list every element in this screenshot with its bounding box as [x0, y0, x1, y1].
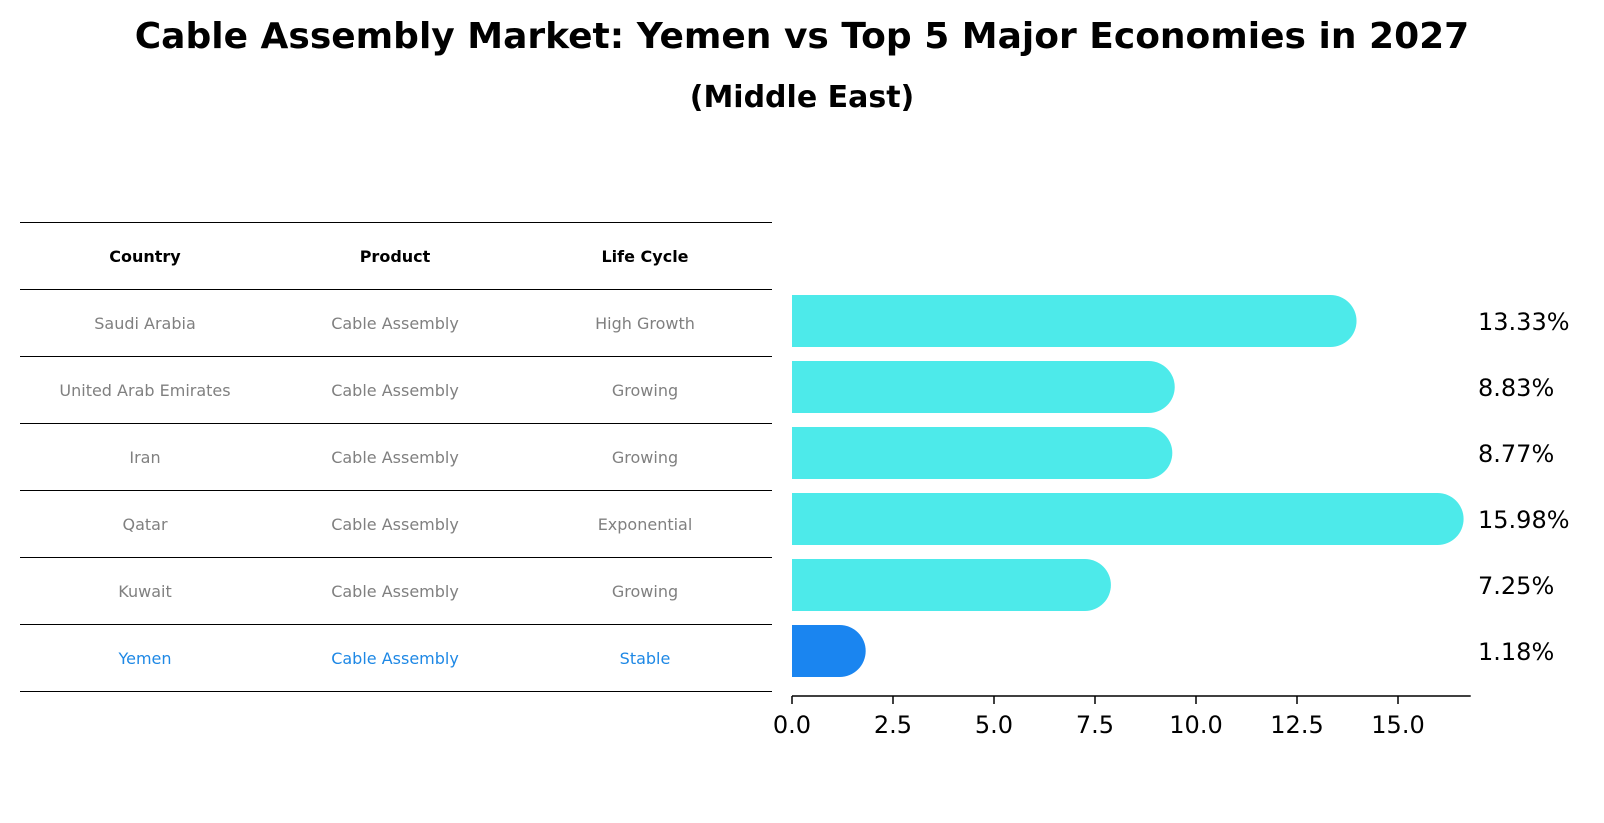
bar-highlight — [792, 625, 866, 677]
x-tick-label: 2.5 — [874, 711, 912, 739]
cell-country: Iran — [129, 447, 161, 467]
header-life-cycle: Life Cycle — [601, 246, 689, 266]
cell-product: Cable Assembly — [331, 581, 459, 601]
cell-life-cycle: Stable — [619, 648, 671, 668]
table-row: Kuwait Cable Assembly Growing — [20, 557, 772, 624]
cell-country: Qatar — [122, 514, 168, 534]
bar — [792, 427, 1173, 479]
cell-life-cycle: High Growth — [595, 313, 695, 333]
cell-country: Kuwait — [118, 581, 172, 601]
cell-country: United Arab Emirates — [59, 380, 231, 400]
cell-life-cycle: Growing — [611, 447, 679, 467]
cell-product: Cable Assembly — [331, 380, 459, 400]
cell-life-cycle: Growing — [611, 380, 679, 400]
value-label: 1.18% — [1478, 638, 1554, 666]
x-tick-label: 15.0 — [1371, 711, 1424, 739]
x-tick-label: 5.0 — [975, 711, 1013, 739]
x-tick-label: 12.5 — [1270, 711, 1323, 739]
value-label: 13.33% — [1478, 308, 1570, 336]
value-label: 8.77% — [1478, 440, 1554, 468]
header-product: Product — [359, 246, 431, 266]
cell-product: Cable Assembly — [331, 447, 459, 467]
table-row: Iran Cable Assembly Growing — [20, 423, 772, 490]
table-header-row: Country Product Life Cycle — [20, 222, 772, 289]
cell-life-cycle: Exponential — [597, 514, 693, 534]
cell-life-cycle: Growing — [611, 581, 679, 601]
bar — [792, 559, 1111, 611]
value-label: 15.98% — [1478, 506, 1570, 534]
data-table: Country Product Life Cycle Saudi Arabia … — [20, 222, 772, 692]
value-label: 7.25% — [1478, 572, 1554, 600]
bar — [792, 295, 1357, 347]
x-tick-label: 0.0 — [773, 711, 811, 739]
cell-product: Cable Assembly — [331, 514, 459, 534]
table-row: Saudi Arabia Cable Assembly High Growth — [20, 289, 772, 356]
bar — [792, 361, 1175, 413]
cell-product: Cable Assembly — [331, 313, 459, 333]
cell-country: Saudi Arabia — [94, 313, 196, 333]
chart-title: Cable Assembly Market: Yemen vs Top 5 Ma… — [134, 16, 1470, 57]
x-tick-label: 10.0 — [1169, 711, 1222, 739]
x-tick-label: 7.5 — [1076, 711, 1114, 739]
header-country: Country — [109, 246, 181, 266]
value-label: 8.83% — [1478, 374, 1554, 402]
table-row: Qatar Cable Assembly Exponential — [20, 490, 772, 557]
table-row: United Arab Emirates Cable Assembly Grow… — [20, 356, 772, 423]
chart-subtitle: (Middle East) — [689, 80, 915, 115]
table-row-highlight: Yemen Cable Assembly Stable — [20, 624, 772, 692]
cell-country: Yemen — [118, 648, 172, 668]
bar — [792, 493, 1464, 545]
cell-product: Cable Assembly — [331, 648, 459, 668]
